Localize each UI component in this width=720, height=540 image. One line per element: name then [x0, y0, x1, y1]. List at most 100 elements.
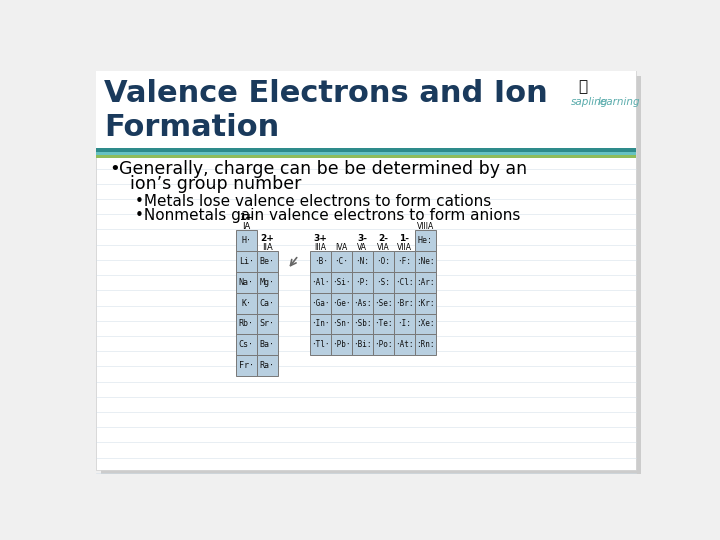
Text: ·Po:: ·Po:: [374, 340, 392, 349]
Text: ·Ge·: ·Ge·: [332, 299, 351, 308]
Bar: [352, 314, 373, 334]
Text: :Xe:: :Xe:: [416, 319, 434, 328]
Bar: [352, 251, 373, 272]
Text: IA: IA: [242, 222, 251, 231]
Text: Formation: Formation: [104, 112, 279, 141]
Bar: [331, 334, 352, 355]
Text: VIIA: VIIA: [397, 242, 412, 252]
Bar: [310, 334, 331, 355]
Bar: [373, 334, 394, 355]
Bar: [96, 152, 636, 155]
Text: ·Bi:: ·Bi:: [354, 340, 372, 349]
Text: VA: VA: [357, 242, 367, 252]
Bar: [394, 293, 415, 314]
Text: sapling: sapling: [570, 97, 608, 107]
Bar: [235, 251, 256, 272]
Bar: [331, 272, 352, 293]
Text: IIA: IIA: [261, 242, 272, 252]
Bar: [310, 293, 331, 314]
Bar: [352, 334, 373, 355]
Text: Ca·: Ca·: [260, 299, 274, 308]
Text: ·Sn·: ·Sn·: [332, 319, 351, 328]
Bar: [394, 314, 415, 334]
Text: Na·: Na·: [238, 278, 253, 287]
Text: ·As:: ·As:: [354, 299, 372, 308]
Text: •: •: [109, 159, 120, 178]
Text: 1-: 1-: [400, 234, 409, 243]
Bar: [256, 251, 277, 272]
Text: ·I:: ·I:: [397, 319, 411, 328]
Text: Ba·: Ba·: [260, 340, 274, 349]
Text: Rb·: Rb·: [238, 319, 253, 328]
Text: VIA: VIA: [377, 242, 390, 252]
Bar: [373, 293, 394, 314]
Bar: [415, 334, 436, 355]
Bar: [256, 293, 277, 314]
Bar: [310, 272, 331, 293]
Text: 2+: 2+: [260, 234, 274, 243]
Bar: [256, 314, 277, 334]
Text: ·C·: ·C·: [335, 257, 348, 266]
Text: ·Ga·: ·Ga·: [311, 299, 330, 308]
Text: ·In·: ·In·: [311, 319, 330, 328]
Text: He:: He:: [418, 236, 433, 245]
Text: ·N:: ·N:: [356, 257, 369, 266]
Bar: [235, 355, 256, 376]
Bar: [352, 293, 373, 314]
Text: ·F:: ·F:: [397, 257, 411, 266]
Text: VIIIA: VIIIA: [417, 222, 434, 231]
Text: 1+: 1+: [239, 213, 253, 222]
Text: ·Te:: ·Te:: [374, 319, 392, 328]
Text: ·Si·: ·Si·: [332, 278, 351, 287]
Text: IVA: IVA: [336, 242, 348, 252]
Bar: [331, 314, 352, 334]
Bar: [394, 251, 415, 272]
Text: Be·: Be·: [260, 257, 274, 266]
Text: Ra·: Ra·: [260, 361, 274, 370]
Bar: [373, 314, 394, 334]
Bar: [415, 314, 436, 334]
Text: 🌱: 🌱: [578, 79, 588, 93]
Text: ·At:: ·At:: [395, 340, 413, 349]
Text: ·Se:: ·Se:: [374, 299, 392, 308]
Bar: [235, 314, 256, 334]
Text: 3-: 3-: [357, 234, 367, 243]
Text: ·Sb:: ·Sb:: [354, 319, 372, 328]
Text: •Metals lose valence electrons to form cations: •Metals lose valence electrons to form c…: [135, 194, 491, 209]
Bar: [394, 272, 415, 293]
Text: ·Al·: ·Al·: [311, 278, 330, 287]
Text: ·Tl·: ·Tl·: [311, 340, 330, 349]
Bar: [331, 293, 352, 314]
Bar: [373, 272, 394, 293]
Bar: [256, 334, 277, 355]
Bar: [235, 334, 256, 355]
Bar: [96, 155, 636, 158]
Bar: [373, 251, 394, 272]
Text: ·Cl:: ·Cl:: [395, 278, 413, 287]
Text: ·B·: ·B·: [314, 257, 328, 266]
Text: ·Pb·: ·Pb·: [332, 340, 351, 349]
Text: :Ne:: :Ne:: [416, 257, 434, 266]
Text: ·O:: ·O:: [377, 257, 390, 266]
Text: ·P:: ·P:: [356, 278, 369, 287]
Bar: [310, 251, 331, 272]
Bar: [415, 251, 436, 272]
Text: Sr·: Sr·: [260, 319, 274, 328]
Bar: [415, 231, 436, 251]
Text: Valence Electrons and Ion: Valence Electrons and Ion: [104, 79, 548, 107]
Bar: [352, 272, 373, 293]
Text: Fr·: Fr·: [238, 361, 253, 370]
Bar: [235, 293, 256, 314]
Text: Generally, charge can be be determined by an: Generally, charge can be be determined b…: [120, 159, 528, 178]
Bar: [415, 293, 436, 314]
Text: :Ar:: :Ar:: [416, 278, 434, 287]
Text: •Nonmetals gain valence electrons to form anions: •Nonmetals gain valence electrons to for…: [135, 208, 521, 223]
Text: :Kr:: :Kr:: [416, 299, 434, 308]
Bar: [415, 272, 436, 293]
Text: 3+: 3+: [314, 234, 328, 243]
Text: ·Br:: ·Br:: [395, 299, 413, 308]
Text: H·: H·: [241, 236, 251, 245]
Text: Li·: Li·: [238, 257, 253, 266]
Bar: [96, 148, 636, 152]
Bar: [235, 272, 256, 293]
